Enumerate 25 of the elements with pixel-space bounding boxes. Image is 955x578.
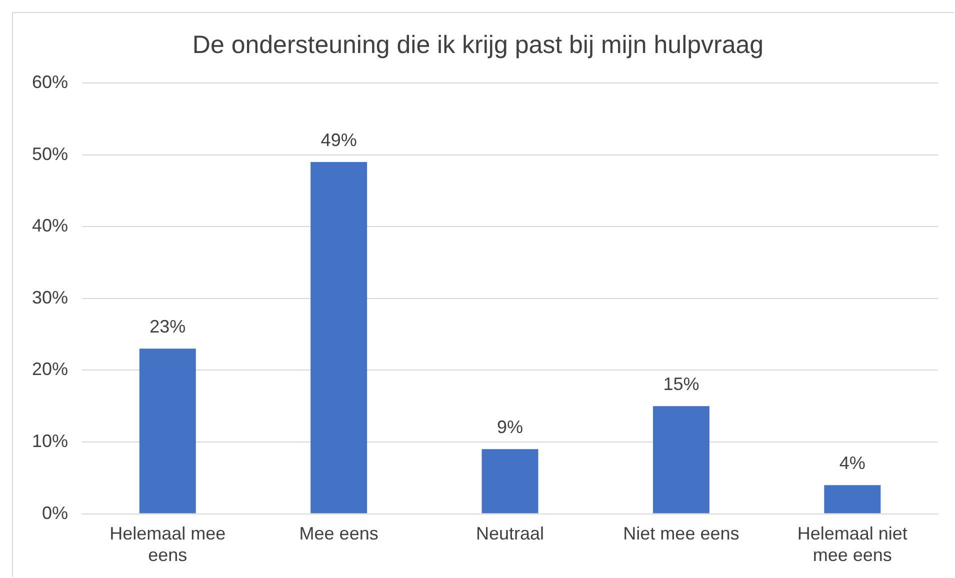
category-label: Helemaal niet — [797, 524, 908, 544]
y-tick-label: 40% — [32, 216, 68, 236]
bar — [310, 162, 368, 514]
x-tick-label: Neutraal — [476, 524, 544, 544]
x-tick-label: Mee eens — [299, 524, 378, 544]
bar — [652, 406, 710, 514]
data-label: 23% — [150, 316, 186, 337]
bar — [824, 485, 881, 514]
data-label: 9% — [497, 417, 524, 438]
chart-title: De ondersteuning die ik krijg past bij mijn hulpvraag — [192, 30, 764, 59]
y-tick-label: 60% — [32, 72, 68, 92]
x-tick-label: Niet mee eens — [623, 524, 740, 544]
bar — [482, 449, 538, 514]
category-label: mee eens — [812, 545, 892, 566]
data-label: 49% — [320, 130, 357, 150]
y-tick-label: 50% — [32, 144, 68, 164]
y-tick-label: 20% — [32, 359, 68, 380]
data-label: 15% — [663, 374, 700, 394]
data-label: 4% — [839, 453, 866, 474]
category-label: eens — [148, 545, 188, 566]
y-tick-label: 0% — [42, 502, 68, 523]
y-tick-label: 10% — [32, 430, 68, 451]
y-tick-label: 30% — [32, 287, 68, 308]
category-label: Helemaal mee — [110, 524, 226, 544]
bar — [139, 348, 196, 514]
